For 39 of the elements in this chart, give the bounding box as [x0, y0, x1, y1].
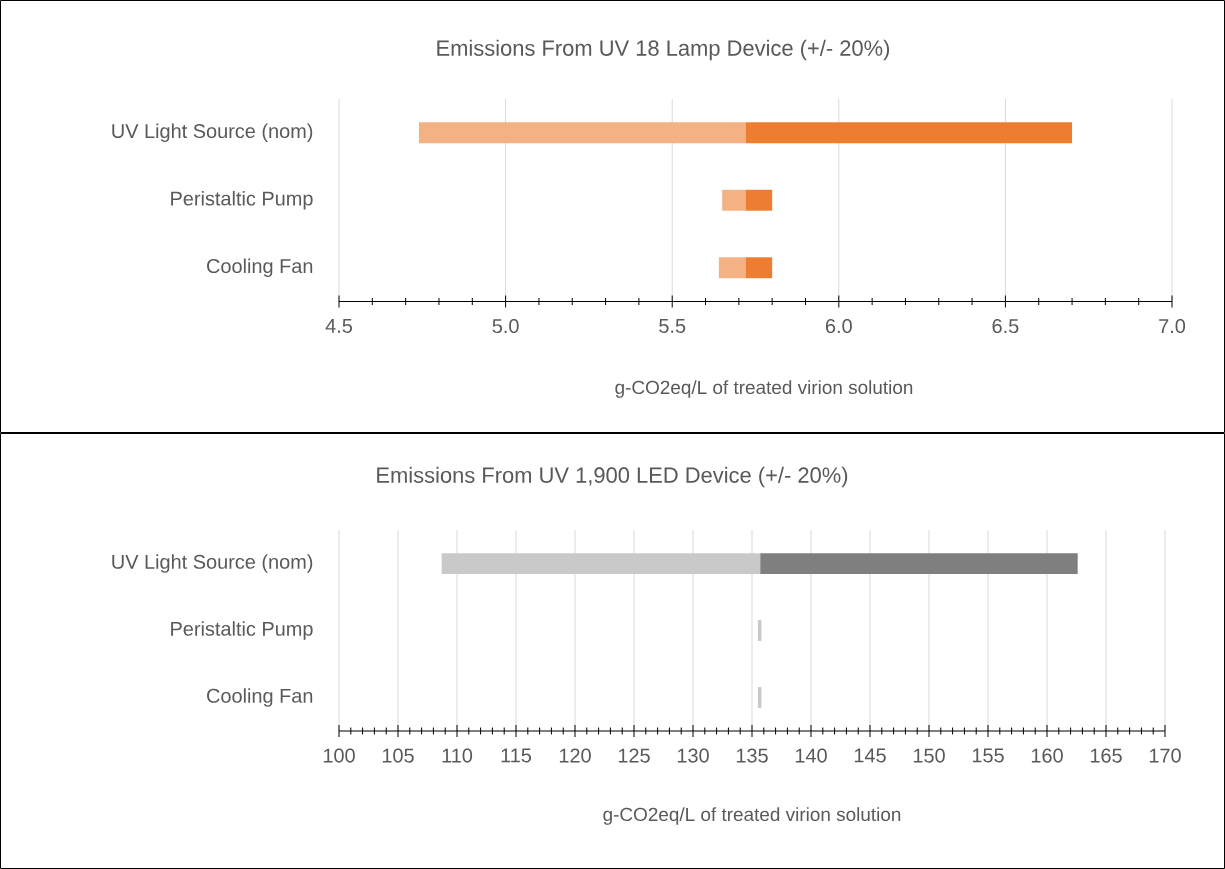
x-tick-label: 155	[972, 748, 1004, 763]
x-tick-label: 135	[736, 748, 768, 763]
x-tick-label: 125	[618, 748, 650, 763]
x-tick-label: 110	[442, 748, 473, 763]
y-tick-label: UV Light Source (nom)	[112, 123, 313, 143]
bar	[745, 189, 773, 211]
y-tick-label: Cooling Fan	[207, 258, 313, 278]
x-tick-label: 120	[559, 748, 591, 763]
y-tick-label: UV Light Source (nom)	[112, 554, 313, 573]
bar	[418, 122, 746, 144]
y-tick-label: Peristaltic Pump	[171, 190, 313, 210]
x-tick-label: 5.5	[659, 319, 686, 333]
x-tick-label: 160	[1031, 748, 1063, 763]
x-axis-title: g-CO2eq/L of treated virion solution	[615, 380, 913, 398]
x-tick-label: 5.0	[492, 319, 519, 334]
x-tick-label: 165	[1090, 748, 1122, 763]
x-tick-label: 6.0	[825, 319, 852, 334]
bar	[718, 257, 746, 279]
bar	[745, 122, 1073, 144]
chart-title: Emissions From UV 18 Lamp Device (+/- 20%)	[437, 39, 890, 61]
bar	[722, 189, 746, 211]
x-tick-label: 130	[677, 748, 709, 763]
x-axis-title: g-CO2eq/L of treated virion solution	[603, 807, 901, 825]
bar	[441, 553, 761, 574]
y-tick-label: Cooling Fan	[207, 688, 313, 707]
bar	[760, 553, 1078, 574]
x-tick-label: 115	[501, 748, 532, 763]
x-tick-label: 100	[323, 748, 355, 763]
x-tick-label: 140	[795, 748, 827, 763]
x-tick-label: 150	[913, 748, 945, 763]
bar	[745, 257, 773, 279]
x-tick-label: 6.5	[992, 319, 1019, 334]
x-tick-label: 145	[854, 748, 886, 763]
x-tick-label: 4.5	[325, 319, 353, 333]
x-tick-label: 7.0	[1159, 319, 1186, 334]
x-tick-label: 105	[382, 748, 414, 763]
y-tick-label: Peristaltic Pump	[171, 621, 313, 640]
x-tick-label: 170	[1149, 748, 1181, 763]
chart-title: Emissions From UV 1,900 LED Device (+/- 20%)	[377, 466, 848, 488]
